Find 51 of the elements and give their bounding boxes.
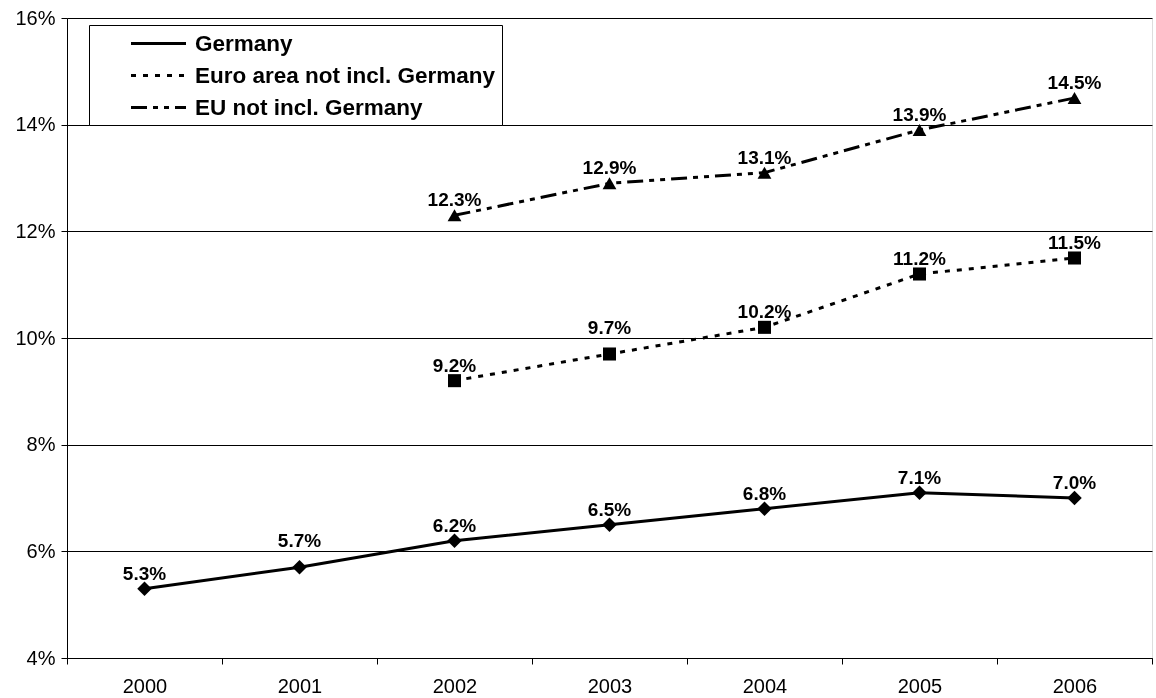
- legend-label: Germany: [195, 30, 294, 56]
- data-label: 13.1%: [737, 146, 792, 168]
- y-tick-label: 10%: [15, 326, 56, 349]
- x-tick-label: 2000: [122, 674, 168, 697]
- data-label: 6.8%: [742, 482, 787, 504]
- data-label: 7.0%: [1052, 472, 1097, 493]
- y-tick-label: 12%: [15, 219, 56, 242]
- point: [292, 560, 307, 575]
- point: [447, 533, 462, 548]
- data-label: 5.7%: [277, 530, 322, 552]
- x-tick-label: 2005: [897, 674, 943, 697]
- y-tick-label: 4%: [26, 646, 56, 669]
- point: [1067, 251, 1082, 265]
- data-label: 10.2%: [737, 301, 792, 323]
- y-tick-label: 16%: [15, 6, 56, 29]
- y-tick-label: 8%: [26, 433, 56, 456]
- y-tick-label: 14%: [15, 113, 56, 136]
- legend-label: EU not incl. Germany: [195, 94, 424, 120]
- data-label: 11.5%: [1048, 232, 1102, 253]
- x-tick-label: 2006: [1052, 674, 1098, 697]
- point: [912, 485, 927, 500]
- point: [757, 166, 772, 179]
- data-label: 5.3%: [122, 562, 167, 584]
- point: [912, 124, 927, 136]
- point: [757, 501, 772, 516]
- data-label: 12.9%: [582, 157, 637, 179]
- point: [602, 177, 617, 190]
- point: [447, 374, 462, 388]
- data-label: 12.3%: [427, 189, 482, 211]
- x-tick-label: 2001: [277, 674, 323, 697]
- point: [757, 320, 772, 334]
- legend-label: Euro area not incl. Germany: [195, 62, 496, 88]
- data-label: 9.2%: [432, 354, 477, 376]
- point: [1067, 92, 1082, 104]
- point: [137, 581, 152, 596]
- point: [912, 267, 927, 281]
- data-label: 11.2%: [893, 248, 947, 269]
- x-tick-label: 2004: [742, 674, 788, 697]
- point: [447, 209, 462, 222]
- data-label: 14.5%: [1047, 72, 1102, 93]
- data-label: 6.5%: [587, 498, 632, 520]
- point: [1067, 490, 1082, 506]
- data-label: 7.1%: [897, 466, 942, 488]
- x-tick-label: 2003: [587, 674, 633, 697]
- data-label: 6.2%: [432, 514, 477, 536]
- data-label: 9.7%: [587, 317, 632, 338]
- data-label: 13.9%: [892, 104, 947, 125]
- point: [602, 347, 617, 361]
- y-tick-label: 6%: [26, 539, 56, 562]
- point: [602, 517, 617, 532]
- x-tick-label: 2002: [432, 674, 478, 697]
